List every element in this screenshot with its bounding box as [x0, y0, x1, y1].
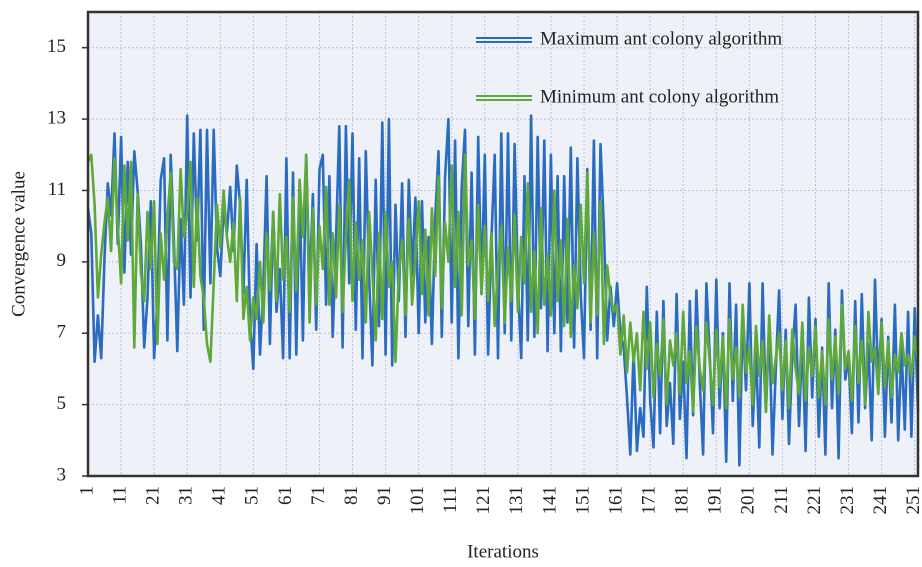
legend-label: Maximum ant colony algorithm: [540, 28, 782, 49]
x-tick-label: 131: [506, 486, 527, 515]
legend: Maximum ant colony algorithm Minimum ant …: [476, 28, 782, 107]
x-tick-label: 1: [76, 486, 97, 496]
x-tick-label: 241: [870, 486, 891, 515]
x-tick-label: 81: [341, 486, 362, 505]
y-tick-label: 9: [57, 250, 67, 271]
y-axis-title: Convergence value: [8, 171, 29, 317]
plot-frame: [86, 10, 920, 478]
y-tick-label: 3: [57, 464, 67, 485]
y-tick-label: 5: [57, 393, 67, 414]
x-tick-label: 91: [374, 486, 395, 505]
x-tick-label: 31: [176, 486, 197, 505]
x-tick-label: 61: [275, 486, 296, 505]
x-tick-label: 21: [142, 486, 163, 505]
x-tick-label: 101: [407, 486, 428, 515]
x-tick-label: 161: [605, 486, 626, 515]
x-tick-label: 11: [109, 486, 130, 504]
x-tick-label: 41: [209, 486, 230, 505]
y-tick-label: 15: [47, 36, 66, 57]
x-tick-label: 211: [771, 486, 792, 514]
x-tick-label: 151: [572, 486, 593, 515]
y-tick-label: 13: [47, 107, 66, 128]
x-tick-label: 51: [242, 486, 263, 505]
x-tick-label: 141: [539, 486, 560, 515]
x-tick-label: 201: [738, 486, 759, 515]
y-tick-label: 7: [57, 322, 67, 343]
x-tick-label: 191: [705, 486, 726, 515]
y-tick-label: 11: [48, 179, 66, 200]
x-tick-label: 171: [639, 486, 660, 515]
x-tick-label: 181: [672, 486, 693, 515]
series-line: [86, 153, 920, 414]
x-tick-label: 111: [440, 486, 461, 513]
lines: [86, 114, 920, 467]
x-axis-title: Iterations: [467, 541, 539, 562]
x-tick-label: 251: [903, 486, 922, 515]
legend-label: Minimum ant colony algorithm: [540, 86, 779, 107]
x-tick-label: 121: [473, 486, 494, 515]
x-tick-label: 221: [804, 486, 825, 515]
x-tick-label: 231: [837, 486, 858, 515]
x-tick-label: 71: [308, 486, 329, 505]
